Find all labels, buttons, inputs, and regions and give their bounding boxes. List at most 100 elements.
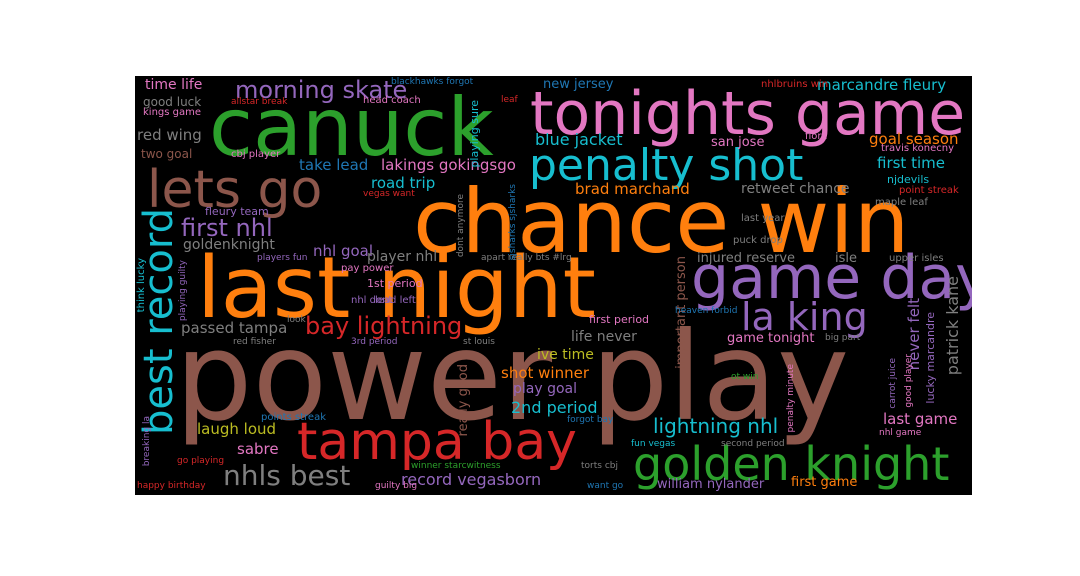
word: canuck <box>209 81 494 174</box>
word: record vegasborn <box>401 470 542 489</box>
word: passed tampa <box>181 319 288 337</box>
word: vegas want <box>363 189 415 199</box>
word: kings game <box>143 107 202 118</box>
word: guilty big <box>375 481 418 491</box>
word: pay power <box>341 263 394 274</box>
word: goldenknight <box>183 237 275 253</box>
word: heaven forbid <box>675 306 738 316</box>
word: last year <box>741 213 785 224</box>
word: penalty minute <box>786 364 796 433</box>
word: 2nd period <box>511 398 598 417</box>
word: dont anymore <box>456 194 466 258</box>
word: torts cbj <box>581 461 618 471</box>
word: sjsharks sjsharks <box>508 184 518 261</box>
word: fun vegas <box>631 439 676 449</box>
word: san jose <box>711 135 765 150</box>
word: isle <box>835 251 857 266</box>
word: nhlbruins win <box>761 79 829 90</box>
word: lucky marcandre <box>924 312 937 404</box>
word: take lead <box>299 156 369 174</box>
word: marcandre fleury <box>817 76 947 94</box>
word: william nylander <box>657 477 765 492</box>
word: game day <box>691 243 972 313</box>
word: lets go <box>147 160 323 220</box>
word: red fisher <box>233 337 276 347</box>
word: st louis <box>463 337 495 347</box>
word: cbj player <box>231 149 281 160</box>
word: play goal <box>513 381 578 397</box>
word: power play <box>175 306 850 448</box>
word: nhl goal <box>313 242 374 260</box>
word-cloud: power play chance win last night canuck … <box>135 76 972 495</box>
word: look <box>287 315 306 325</box>
word: think lucky <box>136 258 147 313</box>
word: playing guilty <box>178 260 188 322</box>
word: njdevils <box>887 173 930 186</box>
word: nhl game <box>879 428 922 438</box>
word: goal season <box>869 130 959 148</box>
word: go playing <box>177 456 225 466</box>
word: life never <box>571 329 637 345</box>
word: tonights game <box>530 79 966 149</box>
word: golden knight <box>633 437 950 491</box>
word: ive time <box>537 347 594 363</box>
word: nhl dont <box>351 295 393 306</box>
word: tampa bay <box>297 412 577 472</box>
word: laugh loud <box>197 420 277 438</box>
word: happy birthday <box>137 481 206 491</box>
word: morning skate <box>235 76 408 104</box>
word: fleury team <box>205 205 269 218</box>
word: playing sure <box>468 100 481 168</box>
word: player nhl <box>367 249 438 265</box>
word: new jersey <box>543 77 614 92</box>
word: two goal <box>141 147 193 161</box>
word: red wing <box>137 126 202 144</box>
word: breaking la <box>142 416 152 467</box>
word: apart really bts #lrg <box>481 253 572 263</box>
word: shot winner <box>501 364 589 382</box>
word: head coach <box>363 95 421 106</box>
word: lead left <box>375 295 416 306</box>
word: last night <box>197 239 596 338</box>
word: blue jacket <box>535 130 623 149</box>
word: upper isles <box>889 253 944 264</box>
word: brad marchand <box>575 180 690 198</box>
word: points streak <box>261 412 326 423</box>
word: puck drop <box>733 235 783 246</box>
word: maple leaf <box>875 197 928 208</box>
word: second period <box>721 439 785 449</box>
word: flore <box>805 131 828 142</box>
word: ot win <box>731 372 759 382</box>
word: travis konecny <box>881 143 955 154</box>
word: forgot bay <box>567 415 614 425</box>
word: game tonight <box>727 331 815 346</box>
word: penalty shot <box>529 140 804 191</box>
word: 3rd period <box>351 337 398 347</box>
word: point streak <box>899 185 959 196</box>
word: injured reserve <box>697 251 796 266</box>
word: 1st period <box>367 277 423 290</box>
word: chance win <box>413 170 910 273</box>
word: allstar break <box>231 97 288 107</box>
word: really good <box>456 364 471 437</box>
word: first time <box>877 154 945 172</box>
word: blackhawks forgot <box>391 77 474 87</box>
word: big part <box>825 333 861 343</box>
word: players fun <box>257 253 308 263</box>
word: sabre <box>237 440 279 458</box>
word: best record <box>136 208 182 436</box>
word: first game <box>791 475 858 490</box>
word: la king <box>741 295 868 339</box>
word: last game <box>883 410 958 428</box>
word: lakings gokingsgo <box>381 156 516 174</box>
word: retweet chance <box>741 181 850 197</box>
word: lightning nhl <box>653 414 779 438</box>
word: first nhl <box>181 214 273 242</box>
word: time life <box>145 77 203 93</box>
word: carrot juice <box>888 358 898 409</box>
word: good player <box>904 354 914 408</box>
word: good luck <box>143 95 202 109</box>
word: nhls best <box>223 459 351 492</box>
word: patrick kane <box>943 276 962 376</box>
word: leaf <box>501 95 518 105</box>
